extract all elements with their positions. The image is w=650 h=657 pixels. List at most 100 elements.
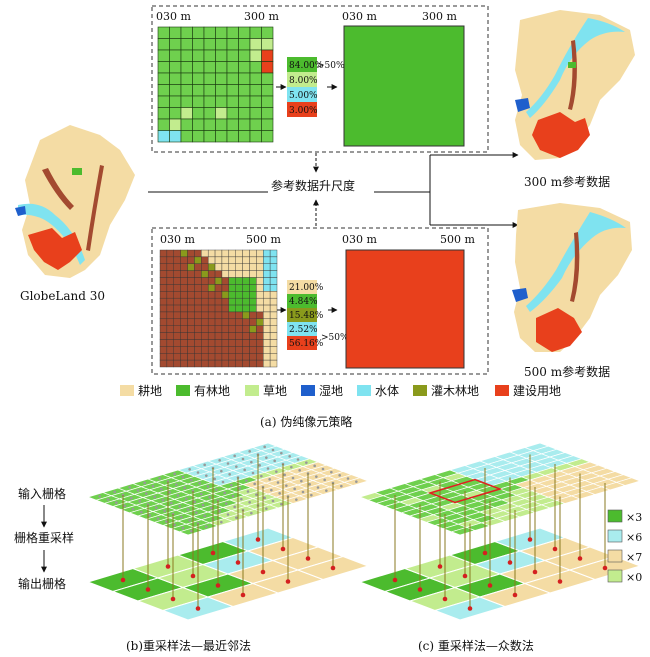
ref-500-label: 500 m参考数据 [524, 364, 610, 379]
grid-cell [214, 256, 223, 264]
cell-center [138, 500, 141, 503]
grid-cell [207, 270, 216, 278]
grid-cell [238, 130, 251, 143]
grid-cell [169, 130, 182, 143]
grid-cell [169, 61, 182, 74]
cell-center [265, 507, 268, 510]
cell-center [263, 445, 266, 449]
cell-center [295, 498, 298, 501]
grid-cell [207, 304, 216, 313]
legend-label: 水体 [375, 384, 399, 398]
grid-cell [242, 318, 250, 326]
cell-center [215, 488, 218, 491]
grid-cell [187, 284, 195, 292]
percent-label: 21.00% [289, 283, 324, 293]
cell-center [196, 471, 200, 474]
cell-center [113, 490, 116, 494]
grid-cell [249, 304, 257, 313]
grid-cell [221, 332, 230, 340]
grid-cell [269, 311, 278, 320]
cell-center [203, 514, 206, 518]
grid-cell [256, 304, 264, 313]
grid-cell [169, 49, 182, 62]
cell-center [253, 482, 256, 486]
grid-cell [228, 256, 236, 264]
cell-center [145, 492, 148, 495]
grid-cell [238, 26, 251, 39]
grid-cell [173, 359, 181, 368]
grid-cell [201, 332, 209, 340]
grid-cell [201, 256, 209, 264]
cell-center [201, 503, 205, 507]
grid-cell [242, 346, 250, 354]
cell-center [243, 468, 246, 472]
output-center [577, 556, 583, 561]
bottom-grid-label-end: 500 m [246, 233, 281, 246]
grid-cell [159, 353, 168, 361]
grid-cell [203, 49, 216, 62]
grid-cell [269, 304, 278, 313]
grid-cell [228, 346, 236, 354]
grid-cell [242, 277, 250, 285]
grid-cell [215, 95, 228, 108]
legend-swatch [120, 385, 134, 396]
grid-cell [235, 353, 243, 361]
cell-center [190, 478, 193, 482]
grid-cell [194, 339, 202, 347]
cell-center [220, 469, 223, 473]
grid-cell [180, 339, 188, 347]
grid-cell [207, 339, 216, 347]
grid-cell [169, 118, 182, 131]
grid-cell [215, 84, 228, 97]
grid-cell [180, 84, 193, 97]
cell-center [213, 477, 216, 481]
cell-center [288, 455, 291, 458]
grid-cell [159, 318, 168, 326]
cell-center [115, 501, 118, 504]
grid-cell [203, 84, 216, 97]
cell-center [321, 467, 325, 471]
grid-cell [166, 263, 174, 271]
grid-cell [201, 249, 209, 258]
grid-cell [269, 325, 278, 333]
grid-cell [242, 291, 250, 299]
grid-cell [194, 311, 202, 320]
grid-cell [203, 107, 216, 120]
grid-cell [269, 263, 278, 271]
grid-cell [242, 249, 250, 258]
grid-cell [242, 359, 250, 368]
cell-center [330, 470, 333, 474]
cell-center [106, 498, 110, 501]
grid-cell [207, 332, 216, 340]
output-center [417, 587, 423, 592]
cell-center [315, 475, 318, 478]
grid-cell [226, 49, 239, 62]
grid-cell [249, 325, 257, 333]
cell-center [296, 458, 300, 461]
bottom-grid-label-start: 030 m [160, 233, 195, 246]
grid-cell [194, 284, 202, 292]
grid-cell [192, 72, 205, 85]
grid-cell [203, 72, 216, 85]
grid-cell [207, 291, 216, 299]
grid-cell [207, 256, 216, 264]
top-threshold-label: >50% [317, 61, 345, 71]
cell-center [156, 517, 160, 520]
grid-cell [159, 304, 168, 313]
grid-cell [173, 346, 181, 354]
grid-cell [221, 325, 230, 333]
grid-cell [166, 353, 174, 361]
percent-label: 3.00% [289, 106, 318, 116]
grid-cell [226, 84, 239, 97]
cell-center [218, 459, 221, 462]
grid-cell [159, 325, 168, 333]
grid-cell [263, 277, 271, 285]
bottom-result-pixel [345, 249, 465, 369]
caption-c: (c) 重采样法—众数法 [418, 638, 534, 653]
count-label: ×6 [626, 531, 642, 544]
grid-cell [194, 263, 202, 271]
grid-cell [166, 256, 174, 264]
percent-label: 2.52% [289, 325, 318, 335]
grid-cell [214, 284, 223, 292]
grid-cell [159, 359, 168, 368]
